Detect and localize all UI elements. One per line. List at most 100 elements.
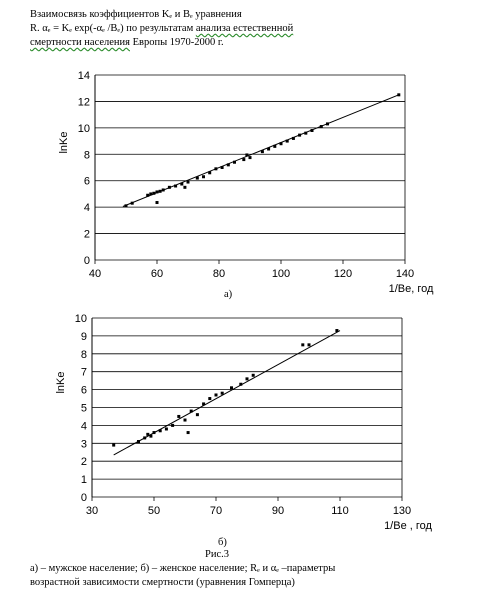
- chart-a-data-point: [248, 156, 252, 160]
- chart-a-x-tick-label: 40: [89, 268, 101, 280]
- chart-a-data-point: [183, 185, 187, 189]
- header-line-3-underlined: смертности населения: [30, 37, 130, 48]
- chart-b-y-tick-label: 7: [81, 367, 87, 379]
- chart-b-y-tick-label: 10: [75, 313, 87, 325]
- chart-b-data-point: [214, 393, 218, 397]
- chart-b-y-tick-label: 9: [81, 331, 87, 343]
- chart-a-y-tick-label: 14: [78, 70, 90, 82]
- chart-b-data-point: [245, 377, 249, 381]
- chart-b-x-tick-label: 50: [148, 505, 160, 517]
- notes-line-1: а) – мужское население; б) – женское нас…: [30, 563, 336, 574]
- chart-b-y-tick-label: 2: [81, 456, 87, 468]
- chart-a-data-point: [310, 129, 314, 132]
- chart-a-data-point: [155, 201, 159, 205]
- chart-a-data-point: [285, 139, 289, 143]
- chart-b-data-point: [164, 427, 168, 431]
- chart-a-label: а): [224, 289, 233, 300]
- chart-a-data-point: [124, 204, 128, 208]
- chart-a-data-point: [242, 158, 246, 162]
- chart-b-data-point: [137, 440, 140, 444]
- chart-a-data-point: [155, 190, 159, 194]
- chart-a-data-point: [245, 153, 249, 157]
- chart-b-data-point: [186, 431, 190, 435]
- chart-b-data-point: [251, 373, 255, 377]
- chart-a-data-point: [220, 166, 224, 169]
- chart-a-y-tick-label: 6: [84, 176, 90, 188]
- chart-b-y-tick-label: 8: [81, 349, 87, 361]
- chart-b-data-point: [177, 414, 181, 418]
- chart-a-data-point: [174, 184, 178, 188]
- chart-a-data-point: [226, 163, 230, 167]
- chart-b-data-point: [307, 343, 311, 347]
- chart-a-data-point: [298, 133, 302, 137]
- chart-b: 0 1 2 3 4 5 6 7 8 9 10 30 50 70 90 110 130 lnKe 1/Be , год: [55, 313, 433, 532]
- chart-b-y-tick-label: 6: [81, 385, 87, 397]
- chart-a-x-tick-label: 60: [151, 268, 163, 280]
- header-line-2-underlined: анализа естественной: [195, 23, 294, 34]
- chart-b-y-tick-label: 5: [81, 403, 87, 415]
- chart-b-data-point: [195, 413, 199, 417]
- chart-a-x-tick-label: 140: [396, 268, 414, 280]
- chart-b-trendline: [113, 330, 341, 456]
- chart-a-x-tick-label: 120: [334, 268, 352, 280]
- chart-a-y-tick-label: 2: [84, 229, 90, 241]
- chart-a-y-tick-label: 8: [84, 149, 90, 161]
- chart-a-data-point: [397, 93, 401, 97]
- chart-a: 0 2 4 6 8 10 12 14 40 60 80 100 120 140 lnKe 1/Be, год: [58, 70, 434, 295]
- chart-b-y-tick-label: 0: [81, 492, 87, 504]
- chart-a-data-point: [319, 125, 323, 129]
- chart-a-data-point: [161, 188, 165, 192]
- chart-a-data-point: [180, 182, 184, 186]
- chart-b-data-point: [149, 434, 153, 438]
- chart-b-data-point: [183, 418, 187, 422]
- chart-b-y-tick-label: 1: [81, 474, 87, 486]
- chart-a-y-axis-label: lnKe: [58, 131, 70, 153]
- chart-b-data-point: [239, 382, 243, 386]
- chart-a-data-point: [304, 131, 308, 135]
- chart-a-data-point: [158, 189, 162, 193]
- chart-a-data-point: [195, 176, 199, 180]
- chart-a-x-tick-label: 100: [272, 268, 290, 280]
- chart-b-x-tick-label: 110: [331, 505, 349, 517]
- header-line-2-text: R. αₑ = Kₑ exp(-αₑ /Bₑ) по результатам: [30, 23, 196, 34]
- chart-a-data-point: [146, 193, 150, 197]
- chart-a-y-tick-label: 4: [84, 202, 90, 214]
- chart-b-x-axis-label: 1/Be , год: [384, 520, 432, 532]
- chart-b-data-point: [230, 386, 233, 390]
- chart-a-data-point: [267, 147, 271, 151]
- chart-b-x-tick-label: 130: [393, 505, 411, 517]
- chart-a-data-point: [279, 142, 283, 146]
- chart-a-y-tick-label: 10: [78, 123, 90, 135]
- chart-a-data-point: [130, 201, 134, 205]
- chart-a-x-tick-label: 80: [213, 268, 225, 280]
- header-line-3: смертности населения Европы 1970-2000 г.: [30, 36, 224, 49]
- figure-caption: Рис.3: [205, 549, 229, 560]
- chart-b-data-point: [220, 391, 224, 395]
- header-line-3-text: Европы 1970-2000 г.: [130, 37, 224, 48]
- chart-a-data-point: [208, 171, 212, 175]
- chart-b-data-point: [335, 329, 339, 333]
- chart-b-x-tick-label: 90: [272, 505, 284, 517]
- chart-a-data-point: [273, 144, 277, 148]
- chart-b-x-tick-label: 70: [210, 505, 222, 517]
- chart-b-data-point: [146, 432, 150, 436]
- chart-a-data-point: [214, 167, 218, 171]
- chart-a-data-point: [202, 175, 205, 179]
- chart-b-data-point: [143, 436, 147, 440]
- chart-a-data-point: [167, 185, 171, 189]
- chart-b-data-point: [301, 343, 305, 347]
- chart-b-y-tick-label: 4: [81, 420, 87, 432]
- chart-a-data-point: [149, 192, 153, 196]
- chart-b-y-tick-label: 3: [81, 438, 87, 450]
- chart-a-data-point: [186, 180, 190, 184]
- chart-b-y-axis-label: lnKe: [55, 371, 67, 393]
- chart-a-data-point: [291, 136, 295, 140]
- chart-a-data-point: [260, 150, 264, 154]
- chart-b-data-point: [189, 409, 193, 413]
- notes-line-2: возрастной зависимости смертности (уравн…: [30, 577, 295, 588]
- chart-b-x-tick-label: 30: [86, 505, 98, 517]
- header-line-2: R. αₑ = Kₑ exp(-αₑ /Bₑ) по результатам а…: [30, 22, 293, 35]
- chart-b-data-point: [112, 443, 116, 447]
- chart-a-data-point: [152, 191, 156, 195]
- chart-b-label: б): [218, 537, 227, 548]
